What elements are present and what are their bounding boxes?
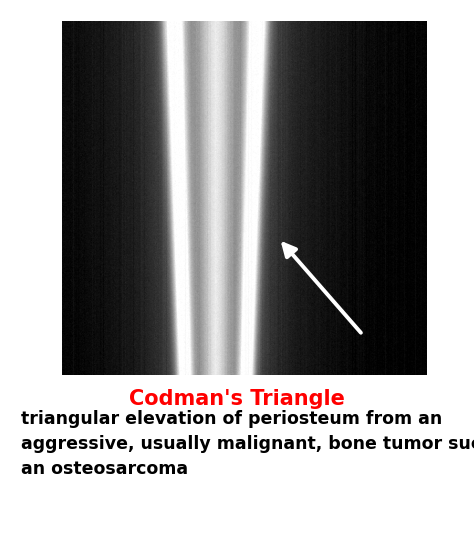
Text: Codman's Triangle: Codman's Triangle [129, 389, 345, 408]
Text: triangular elevation of periosteum from an
aggressive, usually malignant, bone t: triangular elevation of periosteum from … [21, 410, 474, 478]
